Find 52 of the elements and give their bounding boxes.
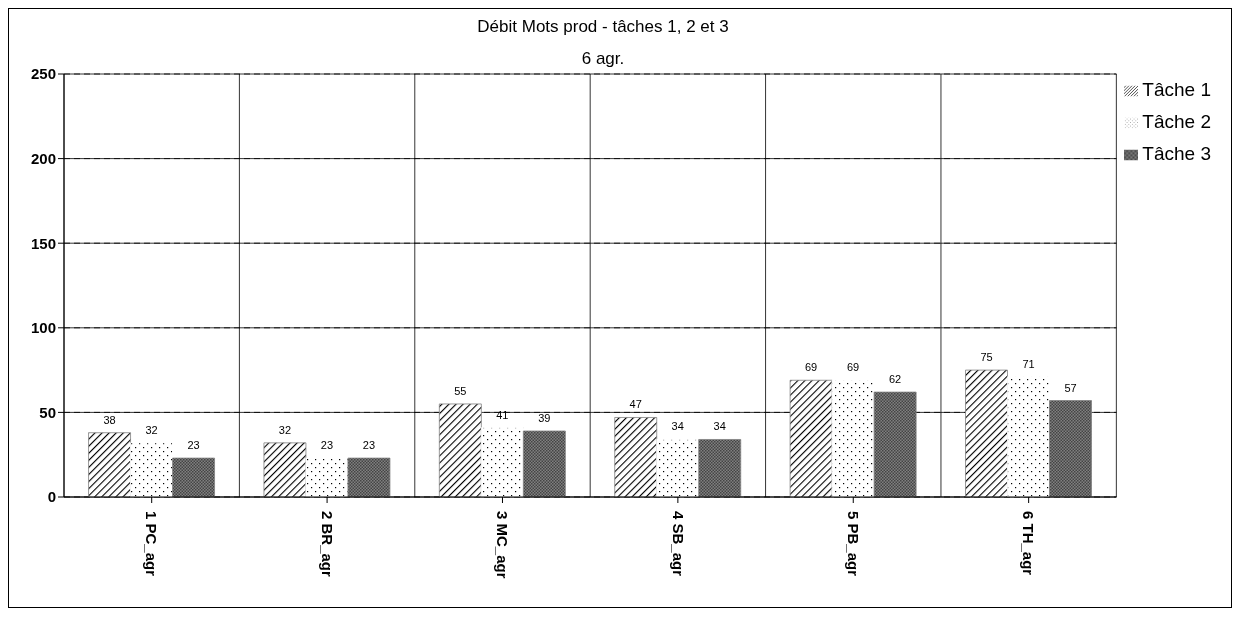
y-tick-label: 50	[39, 403, 56, 421]
data-label: 47	[629, 398, 642, 411]
data-label: 71	[1022, 357, 1035, 370]
data-label: 75	[980, 351, 993, 364]
y-tick-label: 150	[30, 234, 56, 252]
y-tick-label: 0	[47, 488, 56, 506]
bar	[831, 379, 875, 497]
data-label: 39	[538, 412, 551, 425]
data-label: 34	[713, 420, 726, 433]
x-tick-label: 4 SB_agr	[669, 511, 687, 577]
bar	[88, 432, 131, 497]
x-tick-label: 3 MC_agr	[494, 511, 512, 579]
bar	[656, 439, 700, 497]
data-label: 32	[278, 423, 292, 436]
x-tick-label: 2 BR_agr	[318, 511, 336, 578]
y-tick-label: 250	[30, 65, 56, 83]
data-label: 23	[320, 439, 334, 452]
data-label: 69	[804, 361, 818, 374]
bar	[698, 439, 742, 497]
bar	[965, 369, 1008, 497]
bar	[263, 442, 307, 497]
data-label: 32	[145, 423, 158, 436]
bar	[1007, 376, 1050, 497]
bar	[480, 427, 524, 497]
x-tick-label: 1 PC_agr	[143, 511, 161, 577]
chart-subtitle: 6 agr.	[580, 49, 626, 69]
bar	[522, 430, 566, 497]
bar	[438, 403, 482, 497]
y-tick-label: 200	[30, 149, 56, 167]
bar	[614, 417, 658, 497]
bar	[130, 442, 173, 497]
bar	[873, 391, 917, 497]
data-label: 69	[846, 361, 860, 374]
data-label: 23	[362, 439, 376, 452]
y-tick-label: 100	[30, 319, 56, 337]
bar	[172, 457, 215, 497]
data-label: 23	[187, 439, 200, 452]
chart-title: Débit Mots prod - tâches 1, 2 et 3	[476, 17, 730, 37]
bar	[305, 457, 349, 497]
data-label: 57	[1064, 381, 1077, 394]
x-tick-label: 5 PB_agr	[845, 511, 863, 577]
data-label: 38	[103, 413, 116, 426]
data-label: 34	[671, 420, 684, 433]
x-tick-label: 6 TH_agr	[1020, 511, 1038, 576]
legend-label: Tâche 3	[1142, 143, 1211, 164]
legend-label: Tâche 2	[1142, 111, 1211, 132]
data-label: 62	[888, 373, 902, 386]
bar	[1049, 400, 1092, 497]
data-label: 55	[454, 384, 467, 397]
legend-label: Tâche 1	[1142, 79, 1211, 100]
bar	[347, 457, 391, 497]
bar	[789, 379, 833, 497]
